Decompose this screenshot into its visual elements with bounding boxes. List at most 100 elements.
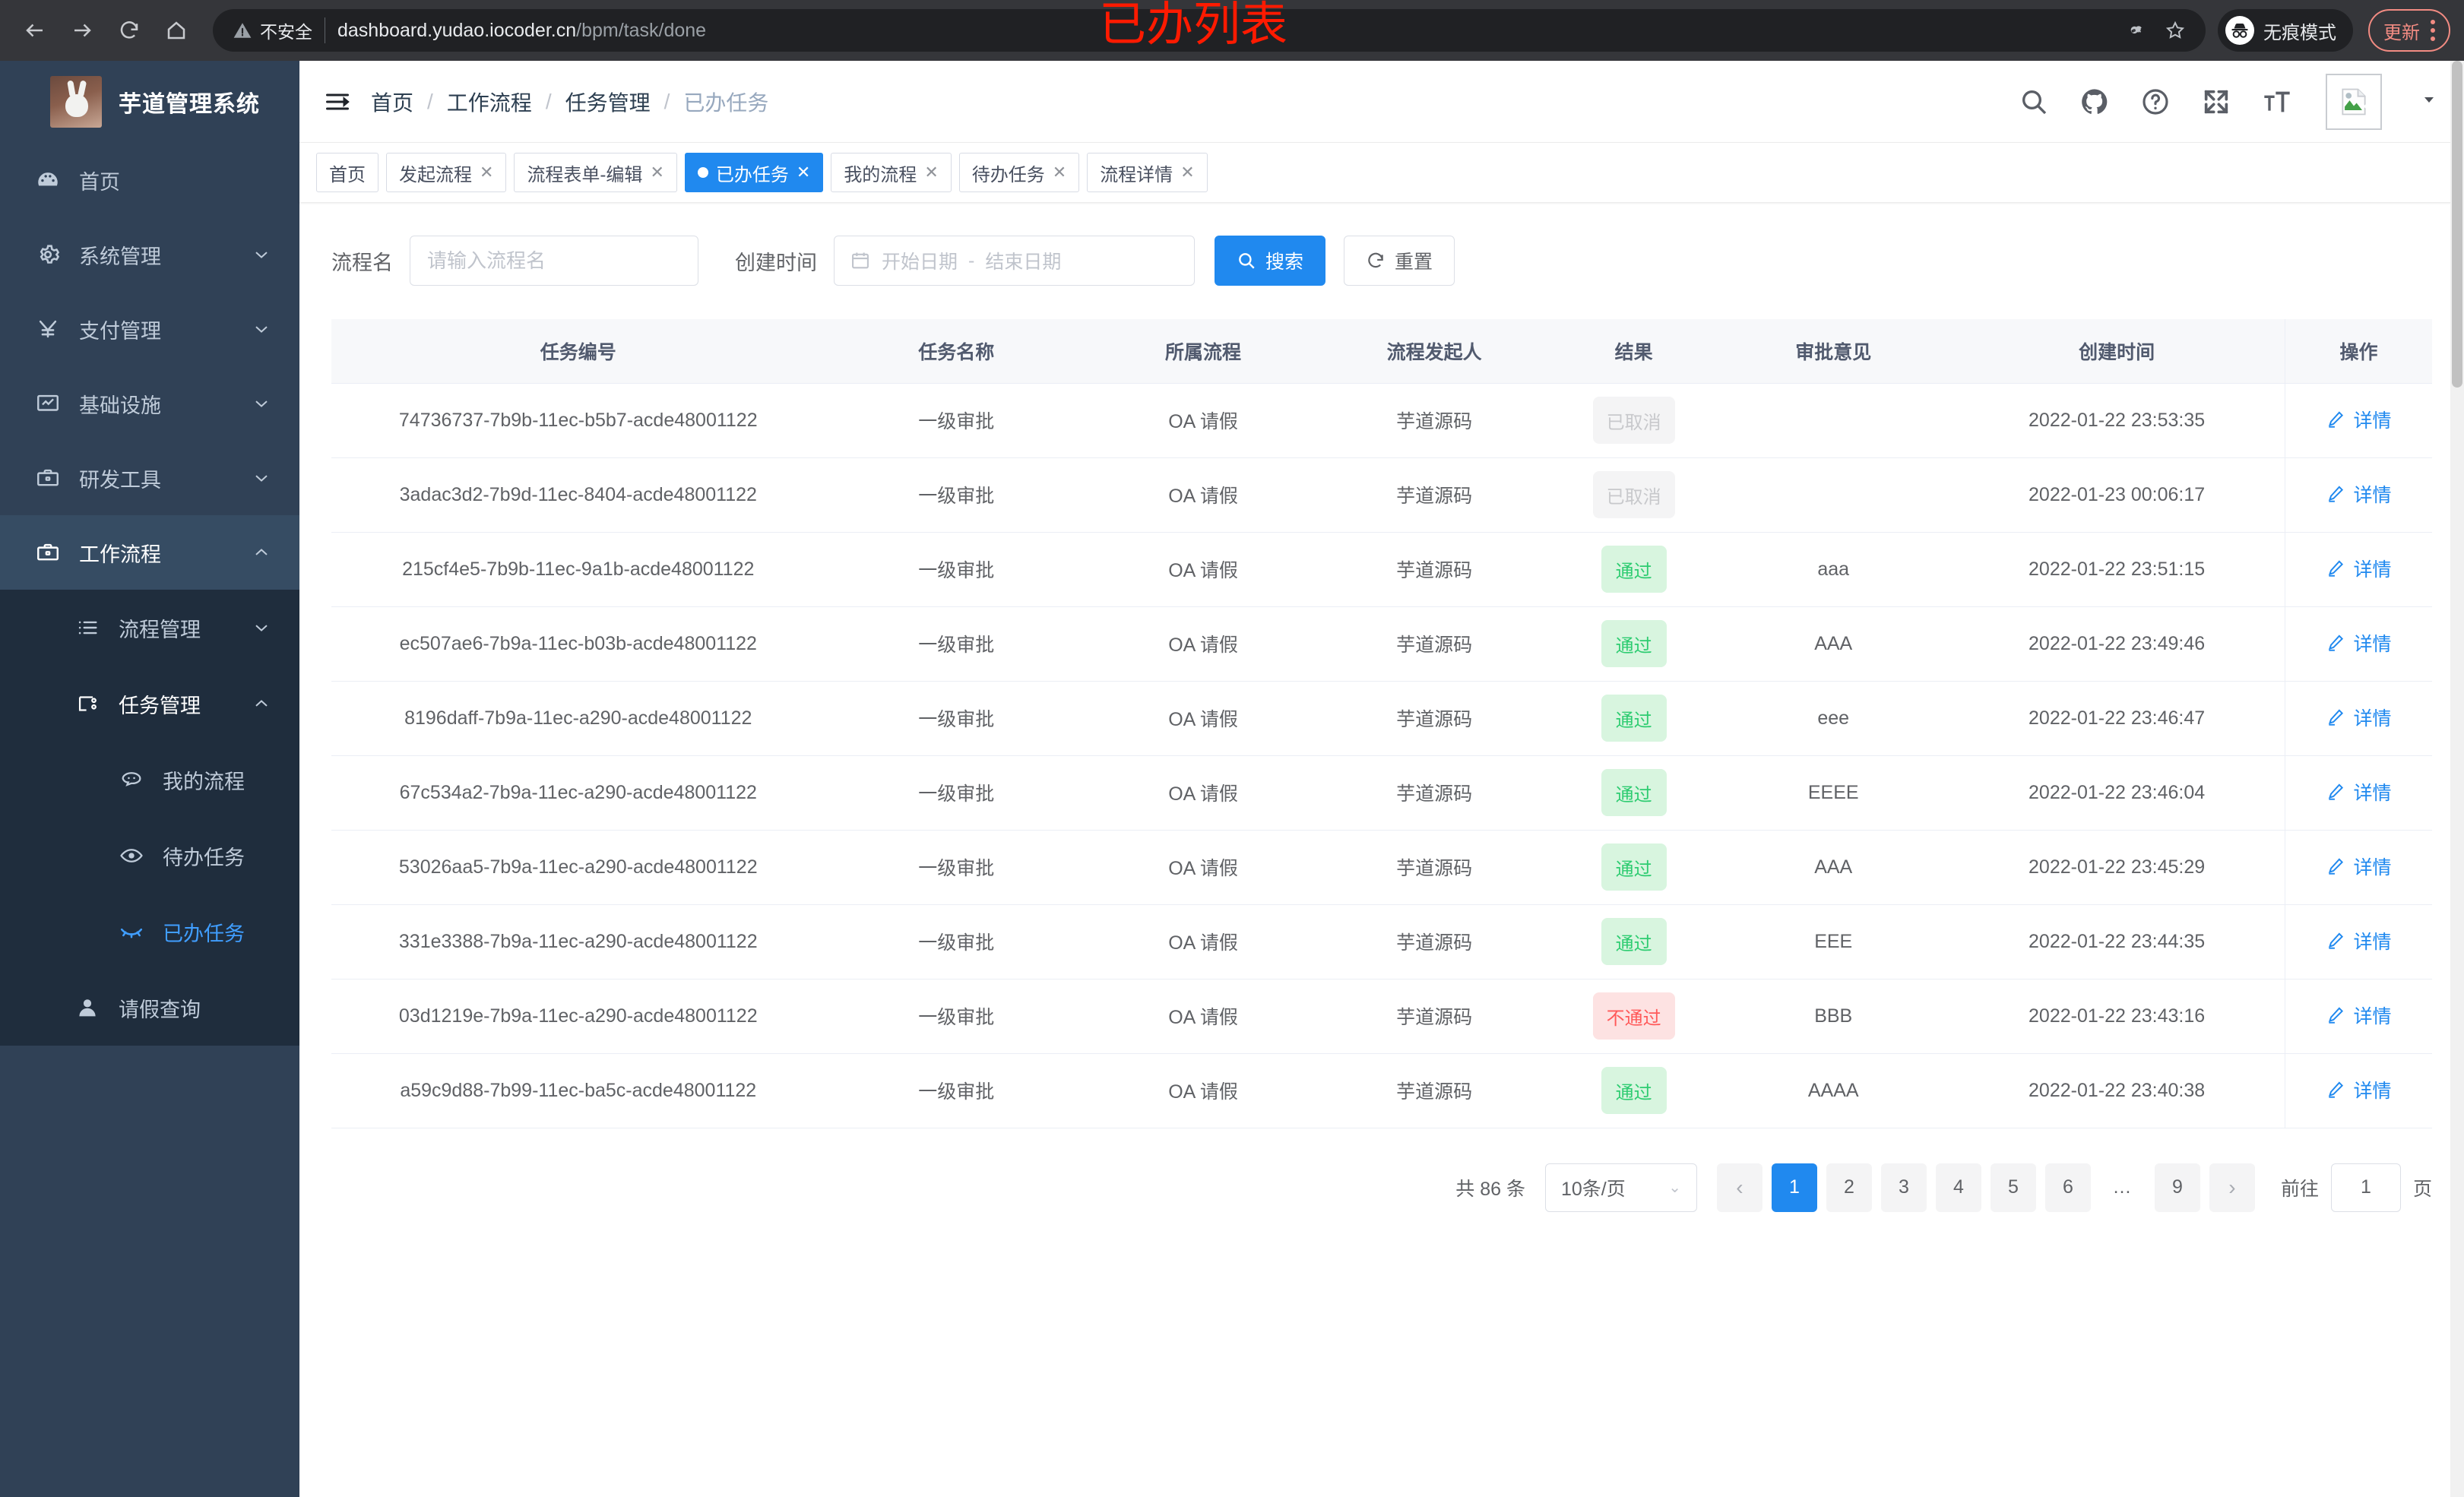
sidebar-item-todo-tasks[interactable]: 待办任务 <box>0 818 299 894</box>
detail-button-label: 详情 <box>2353 485 2392 506</box>
close-icon[interactable]: ✕ <box>924 163 939 182</box>
total-count-label: 共 86 条 <box>1455 1178 1525 1200</box>
tab-start-process[interactable]: 发起流程 ✕ <box>386 153 507 192</box>
sidebar-item-payment[interactable]: 支付管理 <box>0 292 299 366</box>
github-icon[interactable] <box>2078 85 2111 119</box>
pagination-page-1[interactable]: 1 <box>1771 1163 1817 1212</box>
cell-comment: AAAA <box>1718 1053 1949 1128</box>
tab-process-detail[interactable]: 流程详情 ✕ <box>1087 153 1208 192</box>
table-row[interactable]: 331e3388-7b9a-11ec-a290-acde48001122 一级审批… <box>331 904 2432 980</box>
close-icon[interactable]: ✕ <box>480 163 494 182</box>
tab-my-process[interactable]: 我的流程 ✕ <box>831 153 952 192</box>
pagination-page-2[interactable]: 2 <box>1826 1163 1872 1212</box>
back-button[interactable] <box>14 9 56 52</box>
sidebar-item-workflow[interactable]: 工作流程 <box>0 515 299 590</box>
detail-button[interactable]: 详情 <box>2326 704 2391 731</box>
pagination-prev-button[interactable]: ‹ <box>1716 1163 1762 1212</box>
sidebar-item-leave-query[interactable]: 请假查询 <box>0 970 299 1046</box>
scrollbar-thumb[interactable] <box>2452 61 2462 388</box>
tab-done-tasks[interactable]: 已办任务 ✕ <box>684 153 824 192</box>
pagination-page-5[interactable]: 5 <box>1990 1163 2036 1212</box>
process-name-label: 流程名 <box>331 251 393 274</box>
forward-button[interactable] <box>61 9 103 52</box>
cell-created-time: 2022-01-22 23:43:16 <box>1949 979 2285 1054</box>
update-button[interactable]: 更新 <box>2368 9 2450 52</box>
search-button-label: 搜索 <box>1265 252 1304 273</box>
close-icon[interactable]: ✕ <box>796 163 811 182</box>
breadcrumb-item-home[interactable]: 首页 <box>371 90 414 115</box>
breadcrumb-item-task-management[interactable]: 任务管理 <box>565 90 651 115</box>
pagination-page-3[interactable]: 3 <box>1880 1163 1927 1212</box>
help-circle-icon[interactable] <box>2139 85 2172 119</box>
table-row[interactable]: 8196daff-7b9a-11ec-a290-acde48001122 一级审批… <box>331 681 2432 756</box>
table-row[interactable]: 215cf4e5-7b9b-11ec-9a1b-acde48001122 一级审批… <box>331 532 2432 607</box>
pagination-ellipsis[interactable]: … <box>2112 1176 2133 1198</box>
close-icon[interactable]: ✕ <box>1052 163 1067 182</box>
detail-button[interactable]: 详情 <box>2326 927 2391 954</box>
tab-todo-tasks[interactable]: 待办任务 ✕ <box>958 153 1080 192</box>
sidebar-item-task-management[interactable]: 任务管理 <box>0 666 299 742</box>
page-size-select[interactable]: 10条/页 ⌄ <box>1544 1163 1697 1212</box>
home-button[interactable] <box>155 9 198 52</box>
sidebar-item-process-management[interactable]: 流程管理 <box>0 590 299 666</box>
date-range-picker[interactable]: 开始日期 - 结束日期 <box>834 236 1195 286</box>
sidebar-item-infrastructure[interactable]: 基础设施 <box>0 366 299 441</box>
table-row[interactable]: 67c534a2-7b9a-11ec-a290-acde48001122 一级审批… <box>331 755 2432 831</box>
page-scrollbar[interactable] <box>2450 61 2464 1497</box>
table-row[interactable]: 3adac3d2-7b9d-11ec-8404-acde48001122 一级审批… <box>331 457 2432 533</box>
fullscreen-icon[interactable] <box>2200 85 2233 119</box>
top-navbar: 首页 / 工作流程 / 任务管理 / 已办任务 <box>299 61 2464 143</box>
search-button[interactable]: 搜索 <box>1215 236 1326 286</box>
search-input[interactable] <box>410 236 698 286</box>
detail-button[interactable]: 详情 <box>2326 1002 2391 1029</box>
incognito-indicator[interactable]: 无痕模式 <box>2218 9 2353 52</box>
detail-button[interactable]: 详情 <box>2326 555 2391 582</box>
reset-button[interactable]: 重置 <box>1344 236 1455 286</box>
tab-process-form-edit[interactable]: 流程表单-编辑 ✕ <box>514 153 677 192</box>
table-row[interactable]: 53026aa5-7b9a-11ec-a290-acde48001122 一级审批… <box>331 830 2432 905</box>
breadcrumb-separator: / <box>545 89 552 113</box>
pagination-next-button[interactable]: › <box>2209 1163 2255 1212</box>
table-row[interactable]: ec507ae6-7b9a-11ec-b03b-acde48001122 一级审批… <box>331 606 2432 682</box>
status-badge: 已取消 <box>1592 397 1675 444</box>
sidebar-item-system[interactable]: 系统管理 <box>0 217 299 292</box>
close-icon[interactable]: ✕ <box>650 163 664 182</box>
star-icon[interactable] <box>2165 20 2186 41</box>
pagination-page-4[interactable]: 4 <box>1935 1163 1981 1212</box>
eye-icon <box>114 843 149 869</box>
close-icon[interactable]: ✕ <box>1180 163 1195 182</box>
search-icon[interactable] <box>2017 85 2051 119</box>
detail-button[interactable]: 详情 <box>2326 1076 2391 1103</box>
sidebar-item-home[interactable]: 首页 <box>0 143 299 217</box>
address-bar[interactable]: 不安全 dashboard.yudao.iocoder.cn/bpm/task/… <box>213 9 2206 52</box>
table-row[interactable]: a59c9d88-7b99-11ec-ba5c-acde48001122 一级审批… <box>331 1053 2432 1128</box>
sidebar-item-my-process[interactable]: 我的流程 <box>0 742 299 818</box>
sidebar-item-label: 已办任务 <box>163 922 245 945</box>
tab-home[interactable]: 首页 <box>316 153 378 192</box>
pagination-page-6[interactable]: 6 <box>2044 1163 2091 1212</box>
pagination-page-9[interactable]: 9 <box>2154 1163 2200 1212</box>
cell-task-id: a59c9d88-7b99-11ec-ba5c-acde48001122 <box>331 1053 825 1128</box>
detail-button[interactable]: 详情 <box>2326 778 2391 805</box>
hamburger-icon[interactable] <box>321 85 354 119</box>
cell-initiator: 芋道源码 <box>1319 755 1550 831</box>
detail-button[interactable]: 详情 <box>2326 853 2391 880</box>
tree-node-icon <box>70 691 105 717</box>
sidebar-item-done-tasks[interactable]: 已办任务 <box>0 894 299 970</box>
detail-button[interactable]: 详情 <box>2326 629 2391 657</box>
detail-button[interactable]: 详情 <box>2326 406 2391 433</box>
jump-page-input[interactable] <box>2330 1163 2401 1212</box>
font-size-icon[interactable] <box>2260 85 2294 119</box>
table-row[interactable]: 74736737-7b9b-11ec-b5b7-acde48001122 一级审批… <box>331 383 2432 458</box>
brand-header[interactable]: 芋道管理系统 <box>0 61 299 143</box>
detail-button[interactable]: 详情 <box>2326 480 2391 508</box>
table-row[interactable]: 03d1219e-7b9a-11ec-a290-acde48001122 一级审批… <box>331 979 2432 1054</box>
kebab-menu-icon[interactable] <box>2431 20 2435 41</box>
reload-button[interactable] <box>108 9 150 52</box>
avatar[interactable] <box>2326 73 2382 130</box>
status-badge: 通过 <box>1601 843 1667 891</box>
sidebar-item-devtools[interactable]: 研发工具 <box>0 441 299 515</box>
breadcrumb-item-workflow[interactable]: 工作流程 <box>446 90 532 115</box>
caret-down-icon[interactable] <box>2420 90 2438 112</box>
key-icon[interactable] <box>2127 20 2148 41</box>
